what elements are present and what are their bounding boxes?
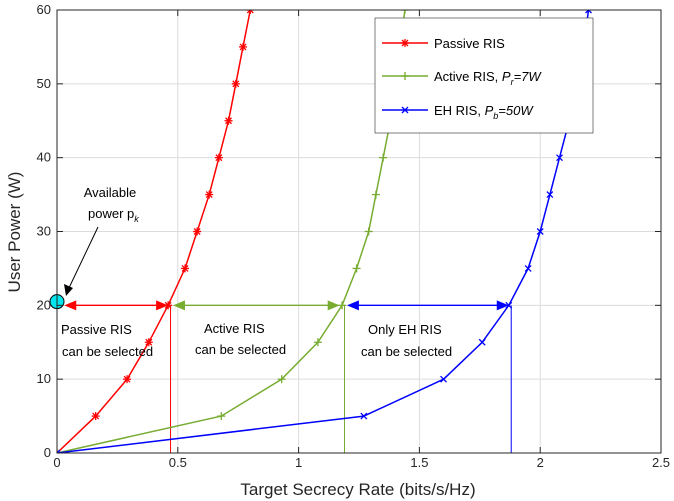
series-0-marker [239, 43, 247, 51]
series-2-marker [587, 10, 592, 14]
active-region-label-2: can be selected [195, 342, 286, 357]
passive-region-label-2: can be selected [62, 344, 153, 359]
x-tick-label: 2.5 [652, 455, 670, 470]
series-2-marker [524, 264, 532, 272]
arrow-head-left [346, 300, 359, 311]
arrow-head-right [327, 300, 340, 311]
tick-group: 0 0.5 1 1.5 2 2.5 0 10 20 30 40 50 60 [37, 2, 671, 470]
x-tick-label: 2 [537, 455, 544, 470]
arrow-head-left [64, 300, 77, 311]
eh-region-label: Only EH RIS [368, 322, 442, 337]
legend: Passive RIS Active RIS, Pr=7W EH RIS, Pb=5… [374, 17, 594, 134]
y-tick-label: 60 [37, 2, 51, 17]
y-tick-label: 50 [37, 76, 51, 91]
y-axis-label: User Power (W) [5, 172, 24, 293]
series-2-marker [556, 154, 563, 162]
available-power-pointer [67, 226, 99, 291]
series-2-marker [57, 449, 61, 453]
available-power-sub: k [134, 214, 139, 224]
legend-marker-2 [401, 106, 409, 114]
series-2-marker [546, 191, 554, 199]
series-0-marker [123, 375, 131, 383]
series-0-marker [232, 80, 240, 88]
y-tick-label: 20 [37, 297, 51, 312]
legend-label-0: Passive RIS [434, 36, 505, 51]
legend-marker-0 [401, 39, 409, 47]
active-region-label: Active RIS [204, 321, 265, 336]
series-0-marker [92, 412, 100, 420]
arrow-head-right [496, 300, 509, 311]
y-tick-label: 40 [37, 150, 51, 165]
series-0-marker [193, 228, 201, 235]
x-axis-label: Target Secrecy Rate (bits/s/Hz) [240, 480, 475, 499]
series-2-marker [360, 412, 368, 420]
guide-lines [170, 305, 512, 453]
series-0-marker [215, 154, 223, 162]
available-power-pointer-head [64, 284, 73, 296]
series-0-marker [205, 191, 213, 199]
legend-label-2: EH RIS, Pb=50W [434, 103, 534, 121]
legend-label-1: Active RIS, Pr=7W [434, 69, 542, 87]
y-tick-label: 30 [37, 224, 51, 239]
y-tick-label: 10 [37, 371, 51, 386]
annotations: Available power pk Passive RIS can be se… [61, 185, 452, 359]
eh-region-label-2: can be selected [361, 344, 452, 359]
series-2-marker [478, 338, 486, 346]
x-tick-label: 0.5 [169, 455, 187, 470]
series-0-marker [181, 264, 189, 272]
x-tick-label: 1.5 [410, 455, 428, 470]
x-tick-label: 1 [295, 455, 302, 470]
y-tick-label: 0 [44, 445, 51, 460]
series-2-marker [585, 10, 590, 14]
arrow-head-right [156, 300, 169, 311]
available-power-label-2: power pk [88, 206, 139, 224]
series-2-marker [440, 375, 448, 383]
series-0-marker [225, 117, 232, 125]
arrow-head-left [172, 300, 185, 311]
series-2-marker [536, 228, 544, 235]
series-0-marker [249, 10, 254, 14]
x-tick-label: 0 [53, 455, 60, 470]
series-0-marker [246, 10, 252, 14]
available-power-label: Available [84, 185, 137, 200]
passive-region-label: Passive RIS [61, 322, 132, 337]
series-0-marker [145, 338, 153, 346]
